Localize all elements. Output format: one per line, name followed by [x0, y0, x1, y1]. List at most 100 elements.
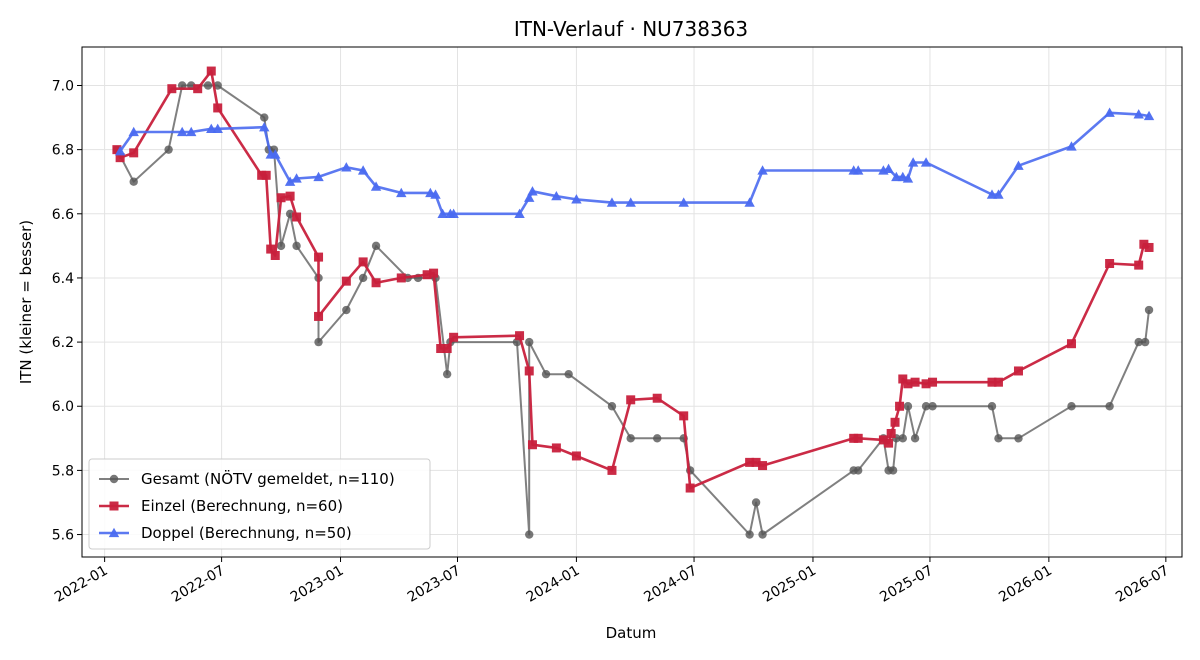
data-point	[114, 146, 126, 156]
y-axis: 5.6 5.8 6.0 6.2 6.4 6.6 6.8 7.0	[52, 78, 82, 544]
series-layer	[112, 66, 1155, 539]
data-point	[551, 190, 562, 201]
data-point	[679, 411, 689, 421]
data-point	[987, 402, 997, 411]
data-point	[115, 153, 125, 163]
data-point	[1140, 337, 1150, 347]
data-point	[1014, 434, 1023, 443]
x-tick-label: 2022-07	[169, 563, 228, 606]
data-point	[853, 165, 864, 175]
data-point	[886, 429, 896, 439]
data-point	[910, 434, 920, 443]
y-tick-label: 6.8	[52, 143, 74, 159]
data-point	[744, 197, 755, 207]
data-point	[525, 337, 534, 347]
data-point	[164, 145, 173, 154]
data-point	[358, 273, 368, 283]
data-point	[260, 113, 269, 122]
data-point	[524, 192, 535, 202]
legend-item: Gesamt (NÖTV gemeldet, n=110)	[99, 469, 395, 488]
data-point	[371, 278, 381, 288]
data-point	[626, 395, 636, 405]
data-point	[920, 157, 932, 167]
data-point	[626, 434, 635, 443]
data-point	[266, 244, 276, 254]
data-point	[515, 331, 525, 341]
data-point	[314, 311, 324, 321]
data-point	[685, 483, 695, 493]
data-point	[1013, 366, 1023, 376]
data-point	[449, 332, 459, 342]
data-point	[358, 257, 368, 267]
y-tick-label: 7.0	[52, 78, 74, 94]
data-point	[758, 461, 768, 471]
data-point	[430, 189, 441, 199]
data-point	[1144, 305, 1154, 315]
data-point	[1105, 402, 1114, 411]
data-point	[292, 212, 302, 222]
x-axis: 2022-01 2022-07 2023-01 2023-07 2024-01 2024-…	[52, 557, 1172, 606]
data-point	[357, 165, 369, 175]
data-point	[902, 173, 914, 183]
series-3	[114, 107, 1155, 218]
data-point	[551, 443, 561, 453]
data-point	[341, 276, 351, 286]
data-point	[541, 369, 551, 379]
data-point	[898, 374, 908, 384]
y-axis-label: ITN (kleiner = besser)	[17, 220, 35, 384]
data-point	[1067, 402, 1076, 411]
data-point	[895, 401, 905, 411]
y-tick-label: 6.0	[52, 399, 74, 415]
data-point	[1144, 242, 1154, 252]
x-tick-label: 2022-01	[52, 563, 111, 606]
data-point	[314, 337, 323, 347]
data-point	[206, 66, 216, 76]
data-point	[313, 171, 324, 182]
data-point	[422, 270, 432, 280]
y-tick-label: 6.4	[52, 271, 74, 287]
y-tick-label: 6.2	[52, 335, 74, 351]
data-point	[193, 84, 203, 94]
data-point	[203, 81, 213, 90]
data-point	[907, 157, 919, 167]
legend: Gesamt (NÖTV gemeldet, n=110) Einzel (Ber…	[88, 458, 431, 550]
data-point	[564, 369, 573, 379]
data-point	[257, 170, 267, 180]
legend-box	[88, 458, 431, 550]
data-point	[987, 377, 997, 387]
data-point	[854, 466, 863, 475]
data-point	[129, 177, 138, 186]
data-point	[607, 465, 617, 475]
data-point	[112, 145, 122, 155]
data-point	[128, 126, 139, 137]
data-point	[261, 170, 271, 180]
data-point	[524, 366, 534, 376]
data-point	[888, 466, 898, 475]
legend-label: Doppel (Berechnung, n=50)	[141, 524, 352, 542]
data-point	[1133, 109, 1144, 119]
data-point	[1134, 337, 1143, 347]
data-point	[1105, 259, 1115, 269]
data-point	[849, 433, 859, 443]
data-point	[514, 208, 525, 218]
data-point	[213, 81, 222, 90]
data-point	[1104, 107, 1115, 117]
data-point	[878, 435, 888, 445]
data-point	[442, 369, 452, 379]
data-point	[751, 457, 761, 467]
data-point	[928, 402, 937, 411]
y-tick-label: 6.6	[52, 207, 74, 223]
data-point	[751, 498, 761, 507]
data-point	[213, 103, 223, 113]
data-point	[276, 193, 286, 203]
data-point	[1134, 260, 1144, 270]
data-point	[370, 181, 382, 191]
x-tick-label: 2024-01	[524, 563, 583, 606]
data-point	[270, 149, 281, 159]
legend-label: Gesamt (NÖTV gemeldet, n=110)	[141, 469, 395, 488]
data-point	[276, 241, 286, 251]
data-point	[653, 434, 662, 443]
data-point	[129, 148, 139, 158]
data-point	[176, 126, 188, 137]
data-point	[884, 438, 894, 448]
